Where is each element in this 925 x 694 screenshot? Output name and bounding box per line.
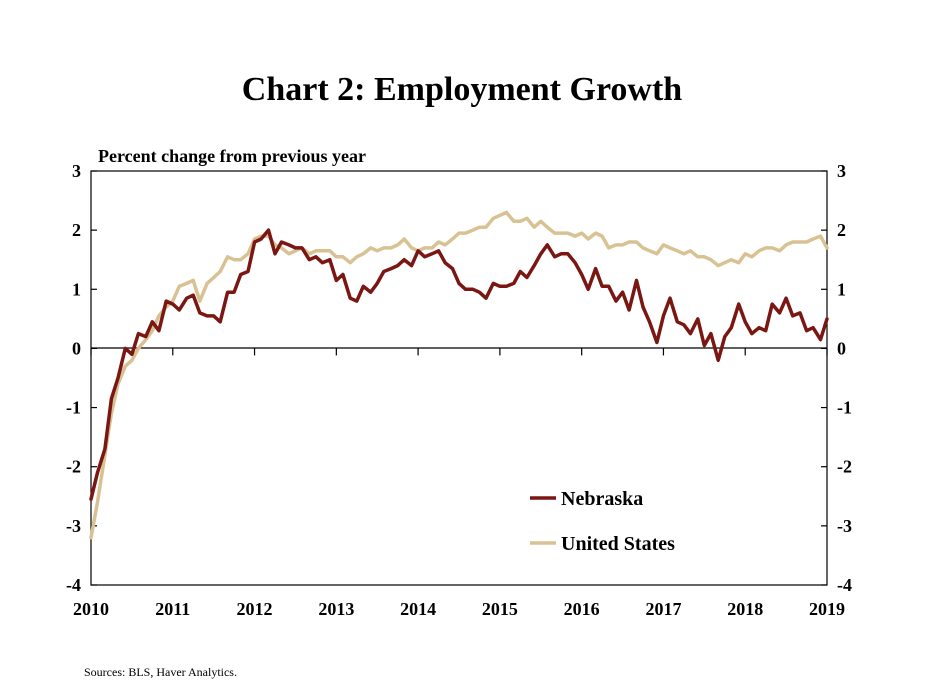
x-axis: 2010 2011 2012 2013 2014 2015 2016 2017 2018 2019 (73, 348, 845, 619)
x-tick-label: 2016 (564, 599, 600, 619)
legend: Nebraska United States (530, 488, 675, 555)
y-tick-label-right: 2 (837, 220, 846, 240)
y-tick-label-left: 2 (72, 220, 81, 240)
y-tick-label-left: -3 (66, 516, 81, 536)
series-lines (89, 210, 829, 540)
source-note: Sources: BLS, Haver Analytics. (84, 665, 237, 679)
y-tick-label-left: 3 (72, 161, 81, 181)
y-tick-label-left: -2 (66, 457, 81, 477)
series-line-nebraska (89, 228, 829, 501)
y-axis-label: Percent change from previous year (98, 146, 366, 166)
chart-title: Chart 2: Employment Growth (242, 71, 682, 108)
y-tick-label-right: 0 (837, 338, 846, 358)
x-tick-label: 2015 (482, 599, 518, 619)
x-tick-label: 2017 (645, 599, 681, 619)
y-tick-label-right: -2 (837, 457, 852, 477)
series-line-united-states (89, 210, 829, 540)
left-y-axis: 3 2 1 0 -1 -2 -3 -4 (66, 161, 97, 595)
y-tick-label-right: -4 (837, 575, 852, 595)
x-tick-label: 2013 (318, 599, 354, 619)
x-tick-label: 2014 (400, 599, 436, 619)
legend-label-nebraska: Nebraska (561, 488, 643, 510)
plot-frame (90, 170, 828, 586)
y-tick-label-right: -1 (837, 398, 852, 418)
y-tick-label-left: 0 (72, 338, 81, 358)
x-tick-label: 2019 (809, 599, 845, 619)
y-tick-label-right: 3 (837, 161, 846, 181)
x-tick-label: 2010 (73, 599, 109, 619)
y-tick-label-left: 1 (72, 279, 81, 299)
y-tick-label-right: 1 (837, 279, 846, 299)
y-tick-label-right: -3 (837, 516, 852, 536)
x-tick-label: 2012 (237, 599, 273, 619)
right-y-axis: 3 2 1 0 -1 -2 -3 -4 (821, 161, 852, 595)
y-tick-label-left: -4 (66, 575, 81, 595)
x-tick-label: 2011 (155, 599, 190, 619)
y-tick-label-left: -1 (66, 398, 81, 418)
x-tick-label: 2018 (727, 599, 763, 619)
legend-label-united-states: United States (561, 533, 675, 555)
